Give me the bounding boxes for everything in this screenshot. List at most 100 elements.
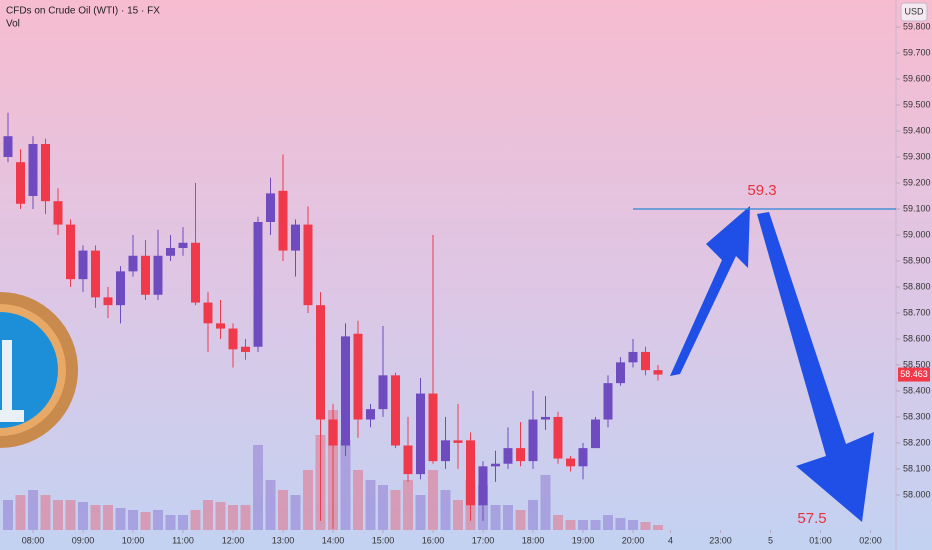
candle-body: [3, 136, 13, 157]
y-tick-label: 58.500: [903, 359, 931, 369]
candle-body: [178, 242, 188, 248]
candle-body: [603, 383, 613, 420]
arrows: [670, 206, 874, 522]
candle-body: [228, 328, 238, 350]
volume-bar: [503, 505, 513, 530]
y-tick-label: 59.400: [903, 125, 931, 135]
candle-body: [503, 448, 513, 464]
candle-body: [78, 250, 88, 280]
volume-bar: [65, 500, 76, 530]
candle-body: [578, 448, 588, 467]
candle-body: [153, 255, 163, 295]
volume-bar: [578, 520, 588, 530]
candle-body: [566, 458, 575, 467]
volume-bar: [290, 495, 301, 530]
candle-body: [91, 250, 100, 298]
volume-bar: [215, 502, 226, 530]
volume-bar: [103, 505, 113, 530]
volume-bar: [40, 495, 51, 530]
x-tick-label: 10:00: [122, 535, 145, 545]
x-tick-label: 18:00: [522, 535, 545, 545]
x-tick-label: 20:00: [622, 535, 645, 545]
y-tick-label: 59.700: [903, 47, 931, 57]
candle-body: [428, 393, 438, 462]
x-tick-label: 5: [768, 535, 773, 545]
volume-bar: [428, 470, 438, 530]
volume-bar: [440, 490, 451, 530]
y-tick-label: 58.300: [903, 411, 931, 421]
y-tick-label: 59.600: [903, 73, 931, 83]
volume-bar: [590, 520, 601, 530]
candle-body: [616, 362, 625, 384]
x-tick-label: 01:00: [809, 535, 832, 545]
candle-body: [591, 419, 600, 449]
candle-body: [316, 305, 325, 420]
volume-bar: [303, 470, 313, 530]
volume-bar: [78, 502, 88, 530]
volume-bar: [553, 515, 563, 530]
candle-body: [278, 190, 288, 251]
volume-bar: [353, 470, 363, 530]
volume-bar: [653, 525, 663, 530]
volume-bar: [165, 515, 176, 530]
candle-body: [453, 440, 463, 443]
candle-body: [528, 419, 538, 462]
volume-bar: [415, 495, 426, 530]
volume-bar: [603, 515, 613, 530]
x-tick-label: 12:00: [222, 535, 245, 545]
candle-body: [28, 144, 38, 196]
volume-bar: [190, 510, 201, 530]
candle-body: [628, 351, 638, 363]
volume-bar: [3, 500, 13, 530]
candle-body: [366, 409, 375, 420]
candle-body: [516, 448, 525, 462]
volume-bar: [90, 505, 101, 530]
x-tick-label: 19:00: [572, 535, 595, 545]
candle-body: [403, 445, 413, 475]
y-tick-label: 59.300: [903, 151, 931, 161]
volume-label: Vol: [6, 19, 20, 30]
candle-body: [253, 221, 263, 347]
volume-bar: [628, 520, 638, 530]
y-tick-label: 58.100: [903, 463, 931, 473]
x-tick-label: 02:00: [859, 535, 882, 545]
y-tick-label: 58.000: [903, 489, 931, 499]
candle-body: [41, 144, 50, 202]
volume-bar: [615, 518, 626, 530]
candle-body: [478, 466, 488, 506]
candle-body: [553, 416, 563, 459]
y-tick-label: 59.200: [903, 177, 931, 187]
candle-body: [166, 247, 175, 256]
y-tick-label: 59.100: [903, 203, 931, 213]
volume-bar: [128, 510, 138, 530]
candle-body: [653, 370, 663, 375]
currency-box[interactable]: [900, 2, 928, 22]
x-tick-label: 17:00: [472, 535, 495, 545]
logo: [0, 292, 78, 448]
volume-bar: [390, 490, 401, 530]
x-tick-label: 14:00: [322, 535, 345, 545]
candle-body: [641, 351, 650, 371]
volume-bar: [403, 480, 413, 530]
candle-body: [378, 375, 388, 410]
candle-body: [341, 336, 350, 446]
volume-bar: [28, 490, 38, 530]
y-tick-label: 59.000: [903, 229, 931, 239]
candle-body: [141, 255, 150, 295]
currency: USD: [904, 6, 924, 16]
candle-body: [16, 162, 25, 204]
candle-body: [203, 302, 213, 324]
volume-bar: [490, 505, 501, 530]
x-tick-label: 08:00: [22, 535, 45, 545]
y-tick-label: 58.400: [903, 385, 931, 395]
x-tick-label: 13:00: [272, 535, 295, 545]
candle-body: [416, 393, 425, 475]
candle-layer: [3, 112, 663, 529]
candle-body: [541, 416, 550, 420]
x-tick-label: 4: [668, 535, 673, 545]
volume-bar: [253, 445, 263, 530]
y-tick-label: 58.200: [903, 437, 931, 447]
volume-bar: [265, 480, 276, 530]
candle-body: [53, 201, 63, 225]
